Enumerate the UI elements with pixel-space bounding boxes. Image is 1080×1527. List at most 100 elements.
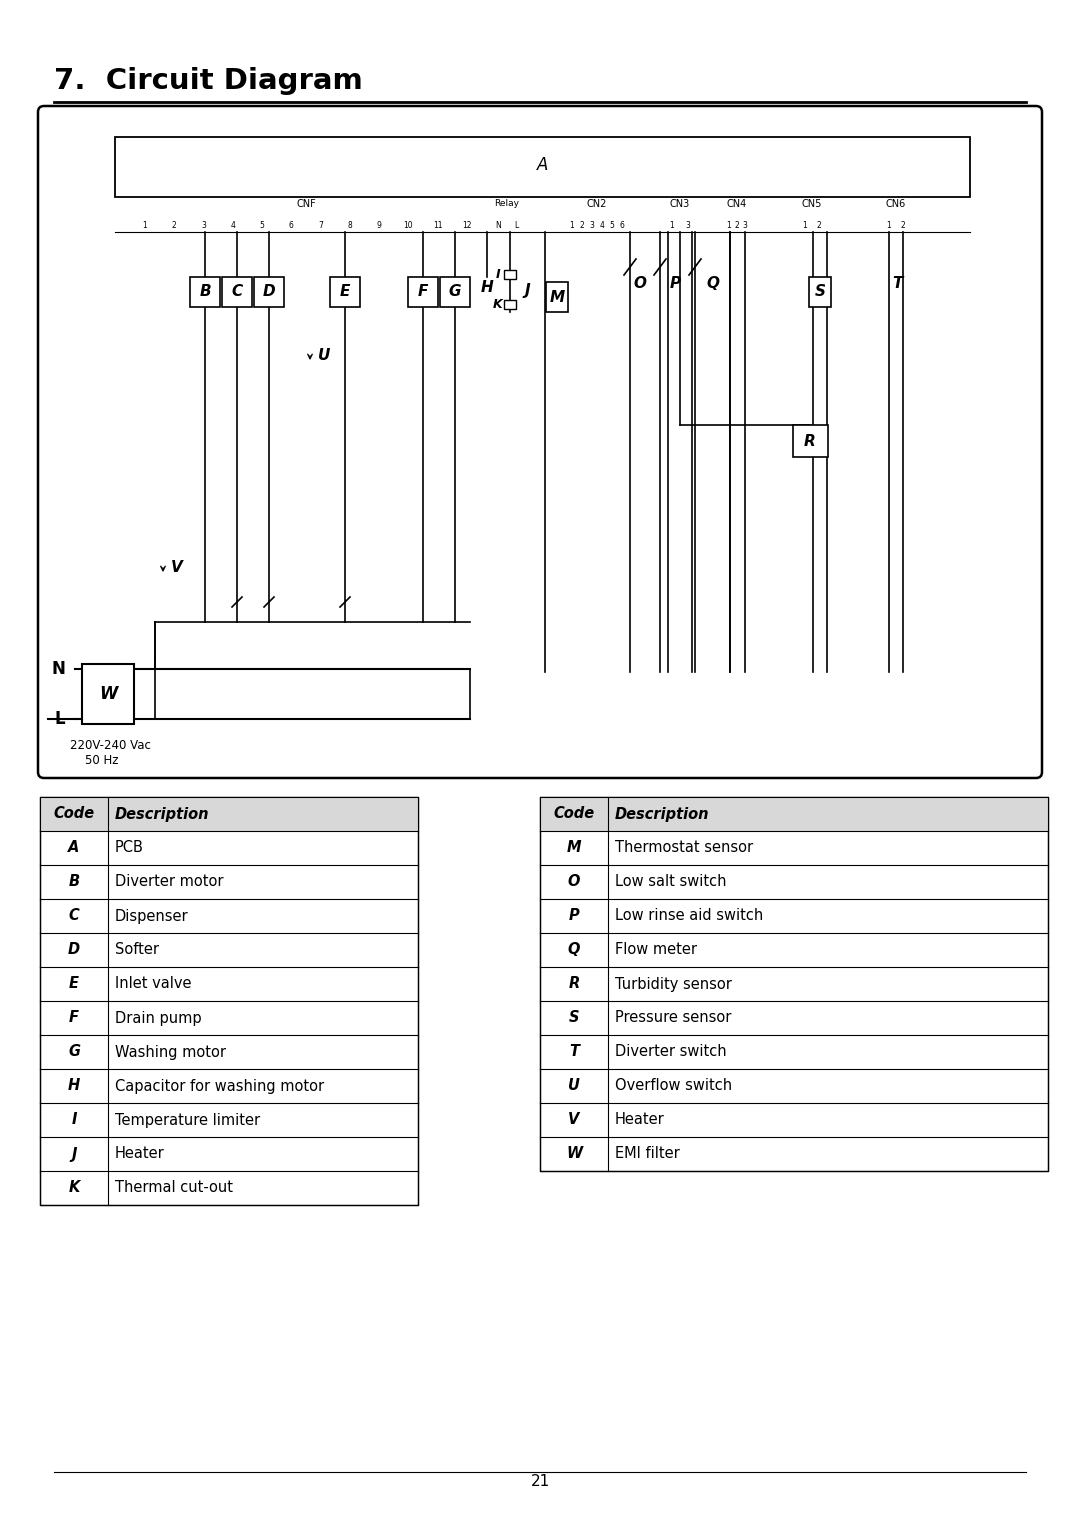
- Text: 9: 9: [377, 221, 381, 231]
- Bar: [504, 270, 516, 279]
- Text: CN5: CN5: [801, 199, 822, 209]
- Text: U: U: [318, 348, 330, 362]
- Text: J: J: [524, 282, 530, 298]
- Text: A: A: [537, 156, 549, 174]
- Text: Heater: Heater: [114, 1147, 165, 1162]
- Text: CN6: CN6: [886, 199, 906, 209]
- Text: N: N: [495, 221, 501, 231]
- Text: Q: Q: [568, 942, 580, 957]
- Text: 1: 1: [802, 221, 808, 231]
- Text: I: I: [496, 269, 500, 281]
- Text: 1: 1: [569, 221, 575, 231]
- Bar: [546, 282, 568, 312]
- Text: 3: 3: [743, 221, 747, 231]
- Text: K: K: [494, 298, 503, 312]
- Text: M: M: [550, 290, 565, 304]
- Text: Heater: Heater: [615, 1113, 665, 1127]
- Text: E: E: [340, 284, 350, 299]
- Text: 10: 10: [404, 221, 414, 231]
- Text: EMI filter: EMI filter: [615, 1147, 679, 1162]
- Text: Temperature limiter: Temperature limiter: [114, 1113, 260, 1127]
- Text: 21: 21: [530, 1474, 550, 1489]
- Text: J: J: [71, 1147, 77, 1162]
- Text: 5: 5: [609, 221, 615, 231]
- Text: Code: Code: [553, 806, 595, 822]
- Text: R: R: [805, 434, 815, 449]
- Text: D: D: [68, 942, 80, 957]
- Bar: [40, 797, 418, 831]
- Text: Inlet valve: Inlet valve: [114, 976, 191, 991]
- Text: F: F: [69, 1011, 79, 1026]
- Text: M: M: [567, 840, 581, 855]
- Bar: [330, 276, 360, 307]
- Text: Low salt switch: Low salt switch: [615, 875, 727, 890]
- Text: 7: 7: [319, 221, 323, 231]
- Text: L: L: [54, 710, 65, 728]
- Bar: [114, 137, 970, 197]
- Text: S: S: [814, 284, 825, 299]
- Bar: [504, 299, 516, 308]
- Text: W: W: [98, 686, 118, 702]
- Text: K: K: [68, 1180, 80, 1196]
- Text: Dispenser: Dispenser: [114, 909, 189, 924]
- Text: E: E: [69, 976, 79, 991]
- Bar: [408, 276, 438, 307]
- Text: D: D: [262, 284, 275, 299]
- Text: Pressure sensor: Pressure sensor: [615, 1011, 731, 1026]
- Text: Q: Q: [706, 276, 719, 292]
- Text: A: A: [68, 840, 80, 855]
- Text: Description: Description: [615, 806, 710, 822]
- Text: 3: 3: [590, 221, 594, 231]
- Text: 2: 2: [816, 221, 822, 231]
- Text: 4: 4: [599, 221, 605, 231]
- Text: V: V: [568, 1113, 580, 1127]
- Bar: [793, 425, 828, 457]
- Text: Washing motor: Washing motor: [114, 1044, 226, 1060]
- Text: 6: 6: [289, 221, 294, 231]
- Bar: [540, 797, 1048, 1171]
- Text: Diverter switch: Diverter switch: [615, 1044, 727, 1060]
- Text: 12: 12: [462, 221, 472, 231]
- Text: CNF: CNF: [296, 199, 315, 209]
- Bar: [82, 664, 134, 724]
- Text: 1: 1: [727, 221, 731, 231]
- Bar: [809, 276, 831, 307]
- Bar: [190, 276, 220, 307]
- Text: 3: 3: [201, 221, 206, 231]
- Text: Diverter motor: Diverter motor: [114, 875, 224, 890]
- Text: 220V-240 Vac: 220V-240 Vac: [70, 739, 151, 751]
- Text: Low rinse aid switch: Low rinse aid switch: [615, 909, 764, 924]
- Text: 6: 6: [620, 221, 624, 231]
- Text: I: I: [71, 1113, 77, 1127]
- Text: 1: 1: [887, 221, 891, 231]
- Text: 8: 8: [348, 221, 352, 231]
- Text: Thermal cut-out: Thermal cut-out: [114, 1180, 233, 1196]
- Text: T: T: [892, 276, 902, 292]
- Text: N: N: [51, 660, 65, 678]
- Bar: [254, 276, 284, 307]
- Text: CN4: CN4: [727, 199, 747, 209]
- Bar: [540, 797, 1048, 831]
- Text: 7.  Circuit Diagram: 7. Circuit Diagram: [54, 67, 363, 95]
- Text: Relay: Relay: [495, 199, 519, 208]
- Text: U: U: [568, 1078, 580, 1093]
- Text: 1: 1: [143, 221, 147, 231]
- Text: Drain pump: Drain pump: [114, 1011, 202, 1026]
- Text: S: S: [569, 1011, 579, 1026]
- Bar: [222, 276, 252, 307]
- Text: Capacitor for washing motor: Capacitor for washing motor: [114, 1078, 324, 1093]
- FancyBboxPatch shape: [38, 105, 1042, 777]
- Text: CN2: CN2: [586, 199, 607, 209]
- Text: V: V: [171, 559, 183, 574]
- Text: R: R: [568, 976, 580, 991]
- Text: Code: Code: [53, 806, 95, 822]
- Text: Softer: Softer: [114, 942, 159, 957]
- Text: Overflow switch: Overflow switch: [615, 1078, 732, 1093]
- Text: 5: 5: [259, 221, 265, 231]
- Text: C: C: [69, 909, 79, 924]
- Text: L: L: [514, 221, 518, 231]
- Text: H: H: [68, 1078, 80, 1093]
- Text: 3: 3: [686, 221, 690, 231]
- Text: G: G: [68, 1044, 80, 1060]
- Text: 4: 4: [230, 221, 235, 231]
